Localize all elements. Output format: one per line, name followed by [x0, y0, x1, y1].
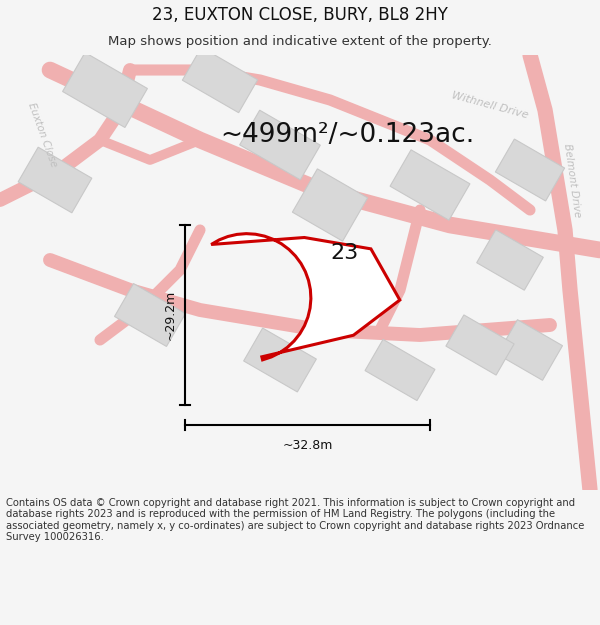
Text: Belmont Drive: Belmont Drive	[562, 142, 582, 218]
Text: ~499m²/~0.123ac.: ~499m²/~0.123ac.	[220, 122, 474, 148]
Text: Contains OS data © Crown copyright and database right 2021. This information is : Contains OS data © Crown copyright and d…	[6, 498, 584, 542]
Polygon shape	[62, 52, 148, 127]
Polygon shape	[18, 147, 92, 213]
Text: 23: 23	[331, 243, 359, 263]
Polygon shape	[497, 319, 563, 381]
Polygon shape	[365, 339, 435, 401]
Polygon shape	[476, 230, 544, 290]
Text: Withnell Drive: Withnell Drive	[451, 90, 529, 120]
Polygon shape	[239, 110, 320, 180]
Text: 23, EUXTON CLOSE, BURY, BL8 2HY: 23, EUXTON CLOSE, BURY, BL8 2HY	[152, 6, 448, 24]
Polygon shape	[496, 139, 565, 201]
Polygon shape	[182, 48, 257, 112]
Text: ~32.8m: ~32.8m	[283, 439, 332, 452]
Polygon shape	[446, 315, 514, 375]
Polygon shape	[211, 234, 400, 360]
Polygon shape	[390, 150, 470, 220]
Polygon shape	[292, 169, 368, 241]
Text: Map shows position and indicative extent of the property.: Map shows position and indicative extent…	[108, 35, 492, 48]
Text: Euxton Close: Euxton Close	[26, 101, 58, 169]
Text: ~29.2m: ~29.2m	[164, 290, 177, 340]
Polygon shape	[244, 328, 316, 392]
Polygon shape	[115, 284, 185, 346]
